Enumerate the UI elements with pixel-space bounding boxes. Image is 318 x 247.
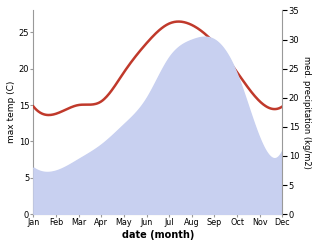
Y-axis label: max temp (C): max temp (C) (7, 81, 16, 144)
Y-axis label: med. precipitation (kg/m2): med. precipitation (kg/m2) (302, 56, 311, 169)
X-axis label: date (month): date (month) (122, 230, 194, 240)
